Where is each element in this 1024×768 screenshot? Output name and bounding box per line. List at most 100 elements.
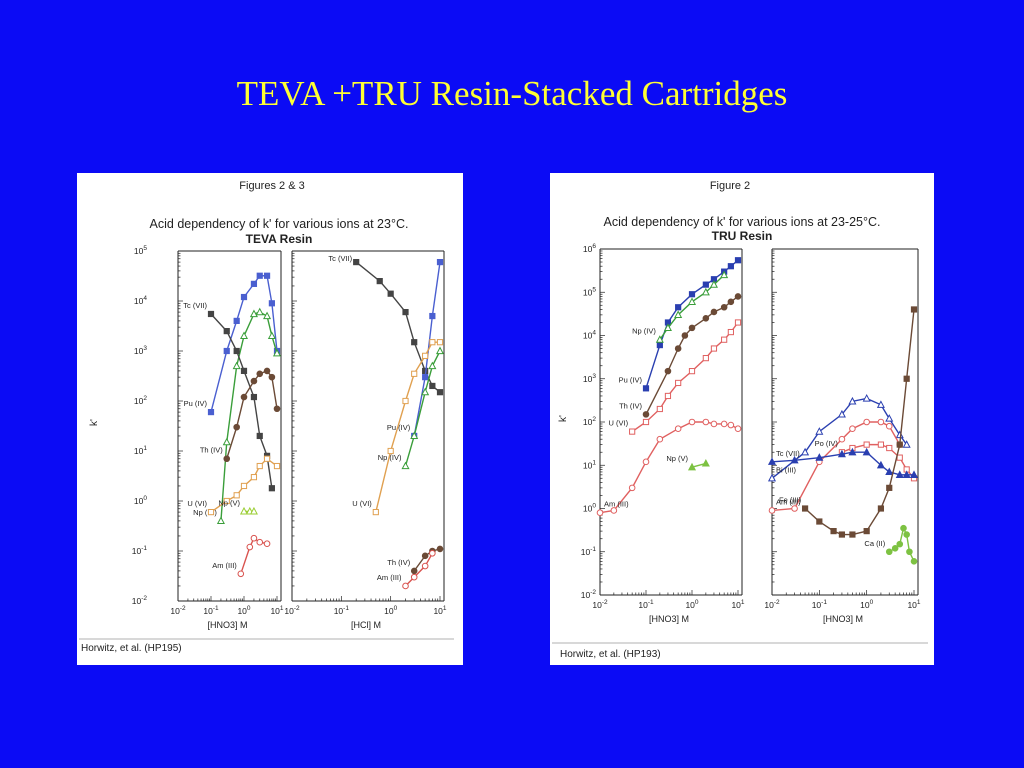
subplot-1-series-u-vi-label: U (VI) — [609, 419, 629, 428]
subplot-2-series-u-vi-label: U (VI) — [352, 499, 372, 508]
subplot-2-series-fe-iii-point — [877, 505, 885, 512]
subplot-1-series-np-iv-point — [239, 331, 249, 340]
subplot-2-series-bi-iii-point — [837, 409, 846, 418]
subplot-1-series-am-iii-label: Am (III) — [212, 561, 237, 570]
subplot-1-series-np-iv-point — [232, 361, 241, 370]
subplot-2-series-am-iii-point — [849, 425, 856, 432]
y-tick-label: 101 — [583, 459, 596, 470]
subplot-1-series-tc-vii-label: Tc (VII) — [183, 301, 207, 310]
subplot-2-series-po-iv-point — [877, 441, 885, 448]
subplot-1-series-pu-iv-label: Pu (IV) — [619, 375, 643, 384]
subplot-1-series-u-vi-point — [727, 328, 734, 336]
subplot-1-series-pu-iv-point — [642, 385, 650, 392]
subplot-1-series-pu-iv-point — [250, 280, 258, 287]
subplot-1-series-u-vi-point — [721, 336, 728, 343]
subplot-1-series-u-vi-point — [642, 418, 650, 426]
subplot-2-series-tc-vii-point — [353, 258, 360, 266]
subplot-2-series-bi-iii-point — [767, 473, 777, 482]
subplot-2-series-th-iv-point — [410, 567, 418, 575]
subplot-1-series-pu-iv-point — [240, 293, 248, 301]
subplot-2-series-np-iv-point — [428, 361, 437, 370]
subplot-2-series-po-iv-point — [863, 441, 870, 448]
subplot-2-series-np-iv-point — [401, 461, 410, 470]
subplot-1-x-tick-label: 10-1 — [203, 605, 219, 616]
subplot-1-series-th-iv-point — [710, 308, 718, 316]
subplot-1-series-am-iii-label: Am (III) — [604, 500, 629, 509]
citation-text: Horwitz, et al. (HP195) — [81, 643, 182, 654]
subplot-2-series-np-iv-point — [410, 431, 419, 440]
subplot-2-series-bi-iii-line — [771, 397, 908, 479]
subplot-2-series-am-iii-point — [885, 422, 893, 430]
subplot-2-series-u-vi-point — [402, 397, 409, 405]
subplot-2-series-th-iv-point — [436, 545, 444, 553]
subplot-2-series-u-vi-point — [436, 339, 444, 346]
subplot-2-series-tc-vii-point — [767, 457, 777, 465]
subplot-2-series-fe-iii-label: Fe (III) — [779, 496, 802, 505]
subplot-1-series-np-v-point — [249, 506, 258, 515]
subplot-1-x-tick-label: 10-2 — [592, 599, 608, 610]
subplot-1-series-u-vi-point — [664, 392, 672, 400]
subplot-1-series-th-iv-point — [720, 303, 728, 311]
subplot-1-series-am-iii-point — [656, 435, 664, 443]
subplot-2-series-fe-iii-point — [816, 518, 823, 525]
y-tick-label: 10-2 — [581, 589, 597, 600]
subplot-2-x-tick-exponent: 0 — [870, 599, 874, 606]
subplot-2-series-u-vi-point — [387, 447, 394, 455]
subplot-2-series-fe-iii-point — [886, 484, 893, 491]
subplot-1-series-pu-iv-point — [727, 263, 734, 270]
subplot-1-x-tick-exponent: -1 — [648, 599, 654, 606]
subplot-2-series-tc-vii-point — [909, 470, 919, 478]
chart-panel-teva: Figures 2 & 3 Acid dependency of k' for v… — [77, 173, 463, 665]
subplot-1-series-np-v-point — [239, 506, 249, 515]
subplot-1-series-tc-vii-point — [233, 347, 240, 355]
subplot-2-series-po-iv-point — [896, 454, 903, 461]
figure-label: Figures 2 & 3 — [239, 180, 304, 192]
subplot-2-series-tc-vii-label: Tc (VII) — [328, 254, 352, 263]
subplot-1-x-tick-label: 101 — [270, 605, 283, 616]
subplot-2-series-th-iv-point — [421, 552, 429, 560]
subplot-2-series-am-iii-label: Am (III) — [776, 497, 801, 506]
subplot-1-series-u-vi-point — [240, 482, 248, 490]
citation-text: Horwitz, et al. (HP193) — [560, 649, 661, 660]
subplot-2-x-tick-label: 101 — [433, 605, 446, 616]
subplot-1-series-np-iv-point — [709, 280, 718, 288]
subplot-1-x-tick-label: 100 — [237, 605, 250, 616]
subplot-1-series-pu-iv-point — [233, 317, 240, 324]
subplot-1-series-am-iii-line — [240, 537, 268, 575]
subplot-2-series-np-iv-point — [421, 387, 430, 396]
subplot-2-series-u-vi-point — [422, 352, 429, 359]
subplot-1-series-th-iv-point — [642, 411, 650, 418]
subplot-2-series-am-iii-point — [791, 505, 798, 512]
subplot-2-series-th-iv-label: Th (IV) — [387, 558, 410, 567]
subplot-2-series-tc-vii-point — [376, 278, 383, 285]
subplot-1-series-np-iv-point — [720, 270, 729, 279]
subplot-1-series-th-iv-point — [240, 393, 248, 401]
subplot-2-x-tick-exponent: -2 — [294, 605, 300, 612]
subplot-1-x-tick-label: 10-2 — [170, 605, 186, 616]
subplot-2-series-tc-vii-point — [902, 470, 911, 478]
subplot-1-series-np-v-label: Np (V) — [218, 498, 240, 507]
subplot-1-series-u-vi-label: U (VI) — [187, 499, 207, 508]
subplot-1-series-tc-vii-point — [240, 367, 248, 374]
chart-subtitle: TRU Resin — [712, 229, 773, 243]
slide-title: TEVA +TRU Resin-Stacked Cartridges — [236, 74, 788, 113]
subplot-2-series-bi-iii-point — [876, 400, 885, 408]
subplot-1-series-np-iv-point — [687, 297, 697, 305]
chart-title: Acid dependency of k' for various ions a… — [604, 215, 881, 229]
subplot-1-series-u-vi-point — [710, 345, 718, 352]
subplot-1-series-th-iv-point — [702, 314, 710, 322]
subplot-2-series-tc-vii-point — [436, 389, 444, 396]
subplot-1-series-tc-vii-point — [207, 310, 215, 318]
tru-chart-svg: Figure 2 Acid dependency of k' for variou… — [552, 180, 928, 660]
subplot-2-x-tick-label: 10-1 — [812, 599, 828, 610]
subplot-1-series-tc-vii-point — [268, 485, 275, 492]
subplot-2-series-ca-ii-point — [896, 540, 904, 548]
subplot-1-series-np-v-label: Np (V) — [666, 454, 688, 463]
subplot-1-series-th-iv-point — [256, 370, 264, 378]
subplot-2-series-bi-iii-point — [801, 447, 810, 456]
subplot-1-series-u-vi-point — [675, 379, 682, 387]
subplot-1-series-pu-iv-point — [734, 257, 742, 264]
subplot-2-series-tc-vii-point — [862, 447, 871, 456]
subplot-2-series-bi-iii-point — [862, 394, 871, 402]
subplot-1-series-np-v-point — [687, 462, 697, 471]
